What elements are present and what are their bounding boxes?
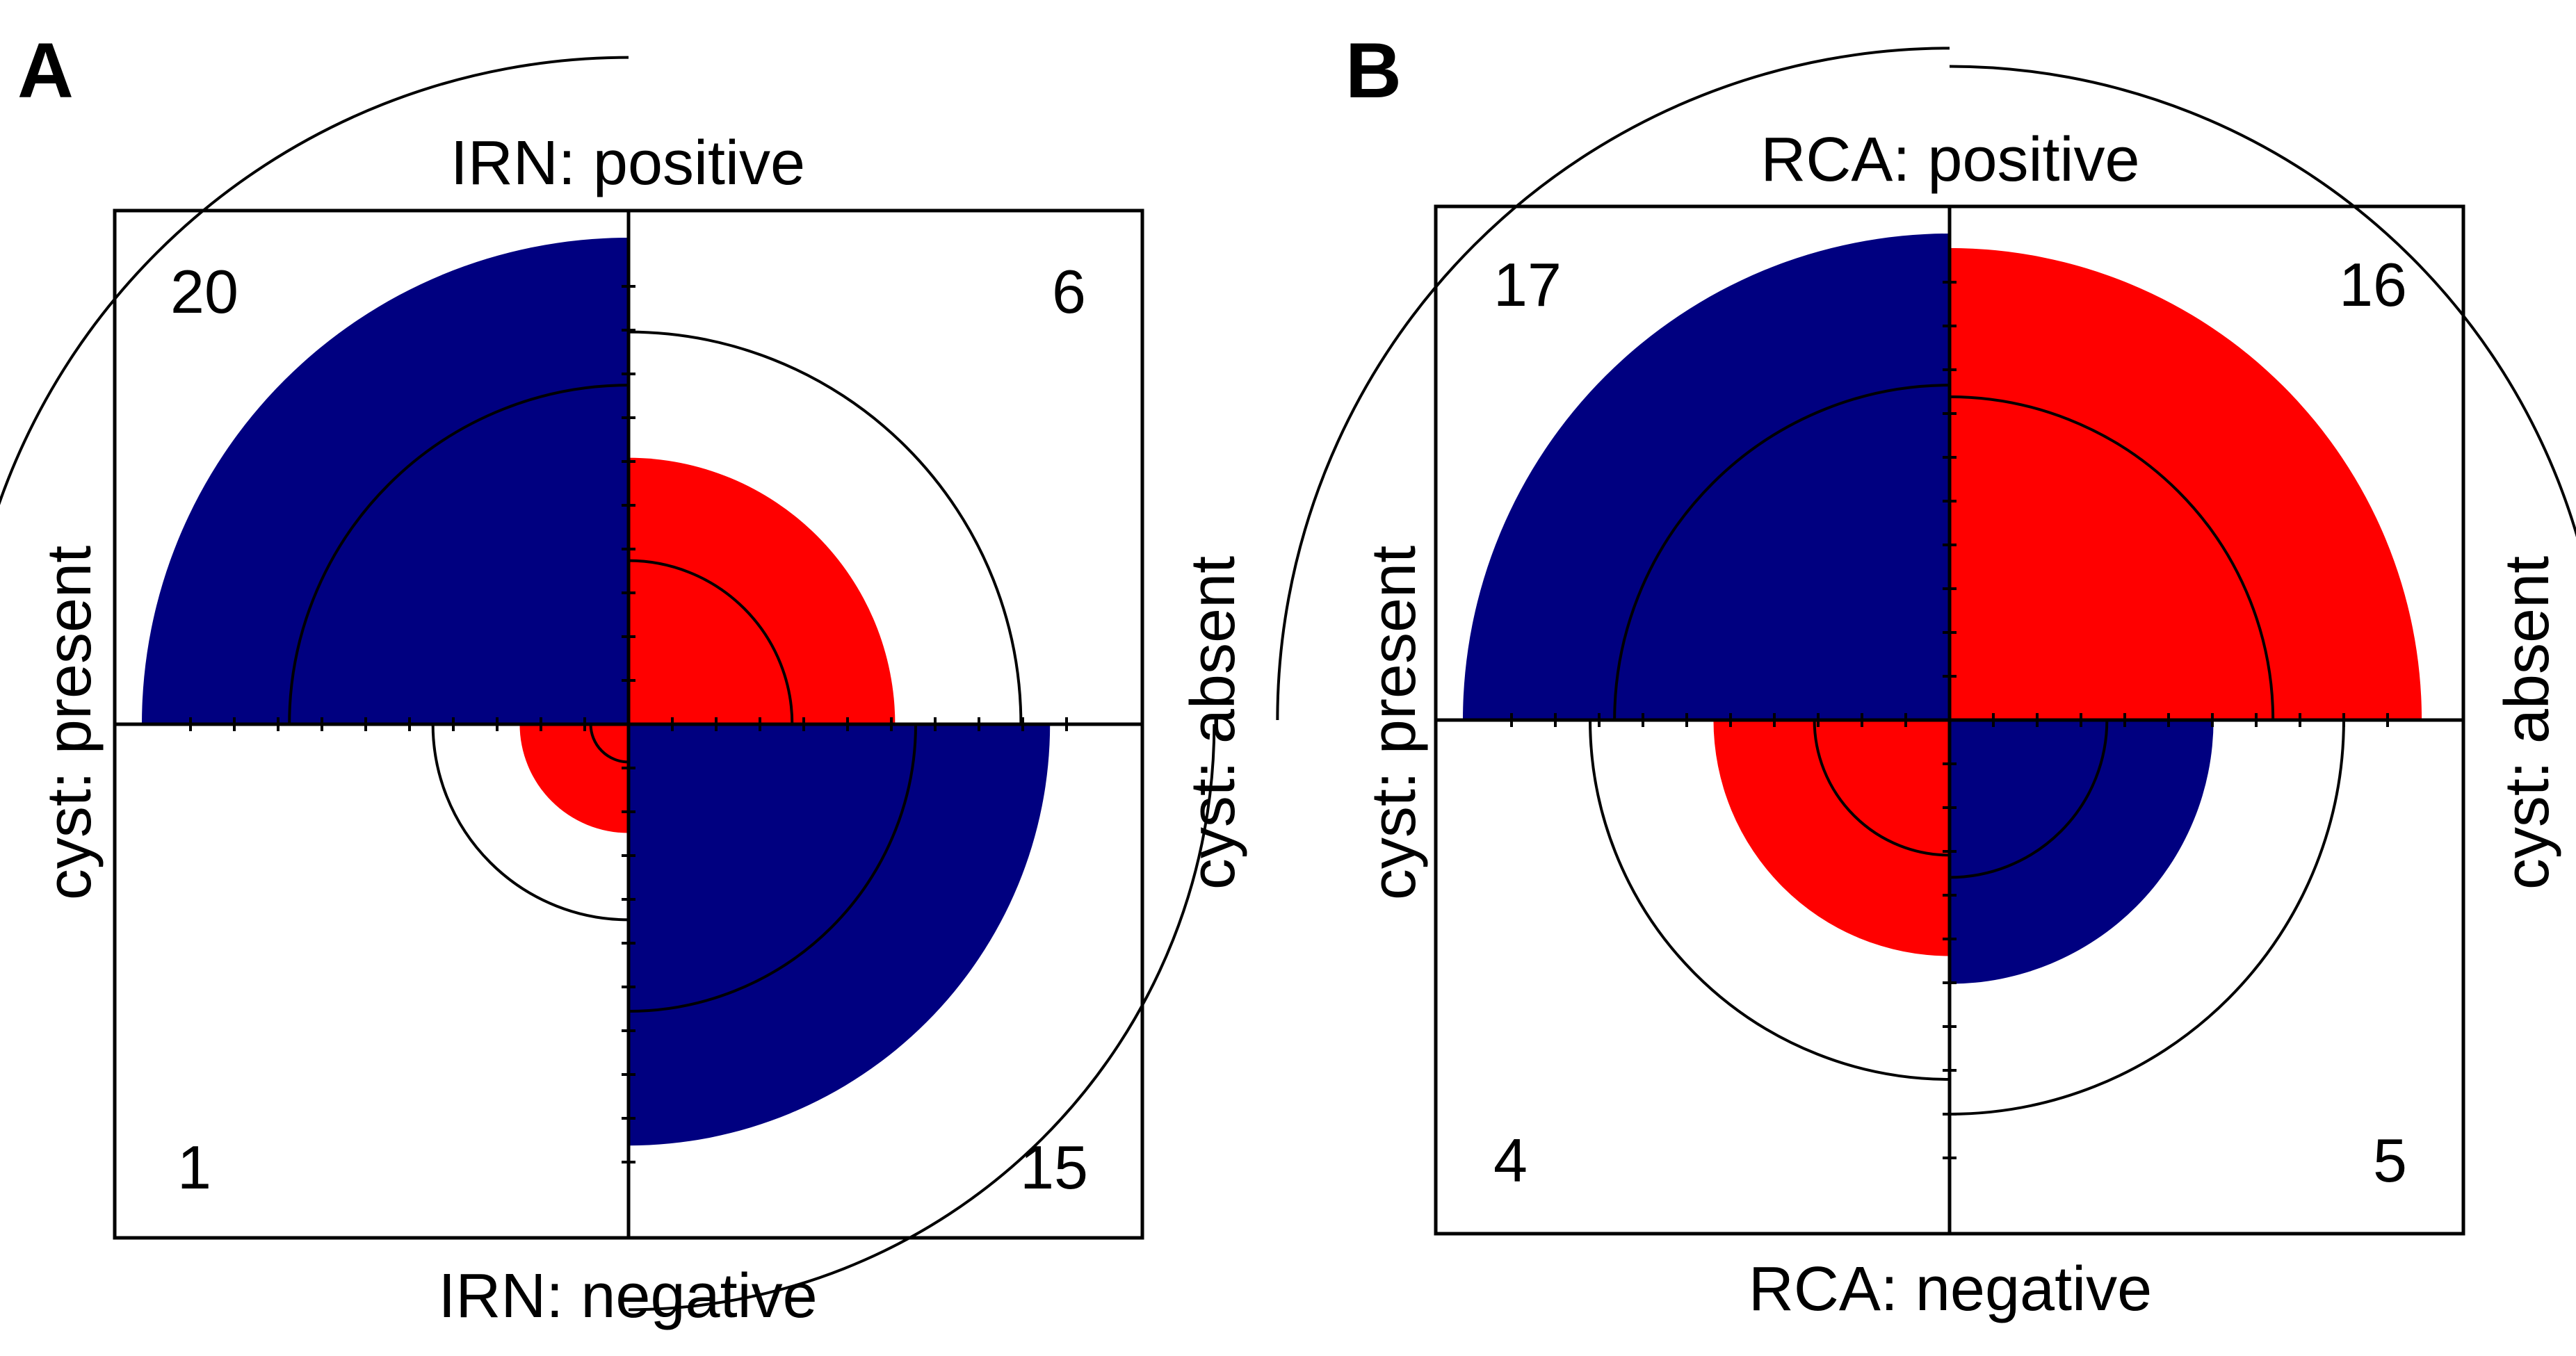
panel-b-wedge-bottom-left: [1713, 720, 1950, 956]
panel-b-title-bottom: RCA: negative: [1749, 1255, 2152, 1324]
panel-b-ring-inner-bottom-right: [1949, 719, 2109, 879]
panel-a-ring-outer-bottom-left: [431, 724, 629, 922]
panel-a-ring-outer-top-left: [0, 56, 629, 506]
panel-a-ring-inner-bottom-left: [589, 724, 629, 764]
panel-a: A IRN: positive IRN: negative cyst: pres…: [0, 27, 1248, 1331]
panel-a-label-right: cyst: absent: [1178, 556, 1248, 890]
panel-b-wedge-bottom-right: [1950, 720, 2214, 984]
panel-a-ring-outer-top-right: [628, 330, 1023, 725]
panel-b-ring-inner-top-right: [1949, 395, 2275, 721]
panel-a-ring-inner-top-left: [288, 384, 629, 725]
panel-a-wedge-top-right: [629, 457, 896, 724]
panel-a-count-bottom-left: 1: [177, 1133, 211, 1202]
panel-b-ring-outer-top-right: [1949, 65, 2576, 538]
panel-b-ring-inner-bottom-left: [1813, 719, 1950, 857]
panel-a-ring-inner-top-right: [628, 559, 794, 725]
panel-b-letter: B: [1345, 27, 1402, 114]
panel-b-ring-outer-bottom-left: [1589, 719, 1950, 1081]
panel-b-wedge-top-right: [1950, 247, 2422, 720]
panel-a-wedge-bottom-left: [519, 724, 629, 833]
panel-b-label-right: cyst: absent: [2493, 556, 2562, 890]
panel-a-count-bottom-right: 15: [1020, 1133, 1088, 1202]
panel-a-count-top-right: 6: [1052, 257, 1086, 326]
panel-a-ring-inner-bottom-right: [628, 724, 918, 1013]
panel-a-label-left: cyst: present: [35, 546, 104, 900]
panel-b-ring-inner-top-left: [1613, 384, 1950, 721]
panel-a-title-top: IRN: positive: [451, 129, 805, 198]
panel-b-label-left: cyst: present: [1359, 546, 1429, 900]
panel-b-count-top-left: 17: [1493, 250, 1562, 319]
panel-b-count-bottom-right: 5: [2373, 1126, 2407, 1195]
panel-b: B RCA: positive RCA: negative cyst: pres…: [1276, 27, 2576, 1324]
panel-a-count-top-left: 20: [170, 257, 238, 326]
panel-b-wedge-top-left: [1463, 234, 1950, 720]
panel-a-letter: A: [17, 27, 74, 114]
panel-a-ring-outer-bottom-right: [628, 724, 1216, 1312]
panel-a-wedge-top-left: [142, 238, 629, 724]
panel-b-ring-outer-top-left: [1276, 47, 1950, 721]
panel-b-title-top: RCA: positive: [1760, 125, 2139, 195]
panel-b-count-bottom-left: 4: [1493, 1126, 1528, 1195]
panel-b-count-top-right: 16: [2339, 250, 2407, 319]
panel-b-ring-outer-bottom-right: [1949, 719, 2345, 1116]
panel-a-title-bottom: IRN: negative: [438, 1261, 817, 1331]
panel-a-wedge-bottom-right: [629, 724, 1051, 1146]
